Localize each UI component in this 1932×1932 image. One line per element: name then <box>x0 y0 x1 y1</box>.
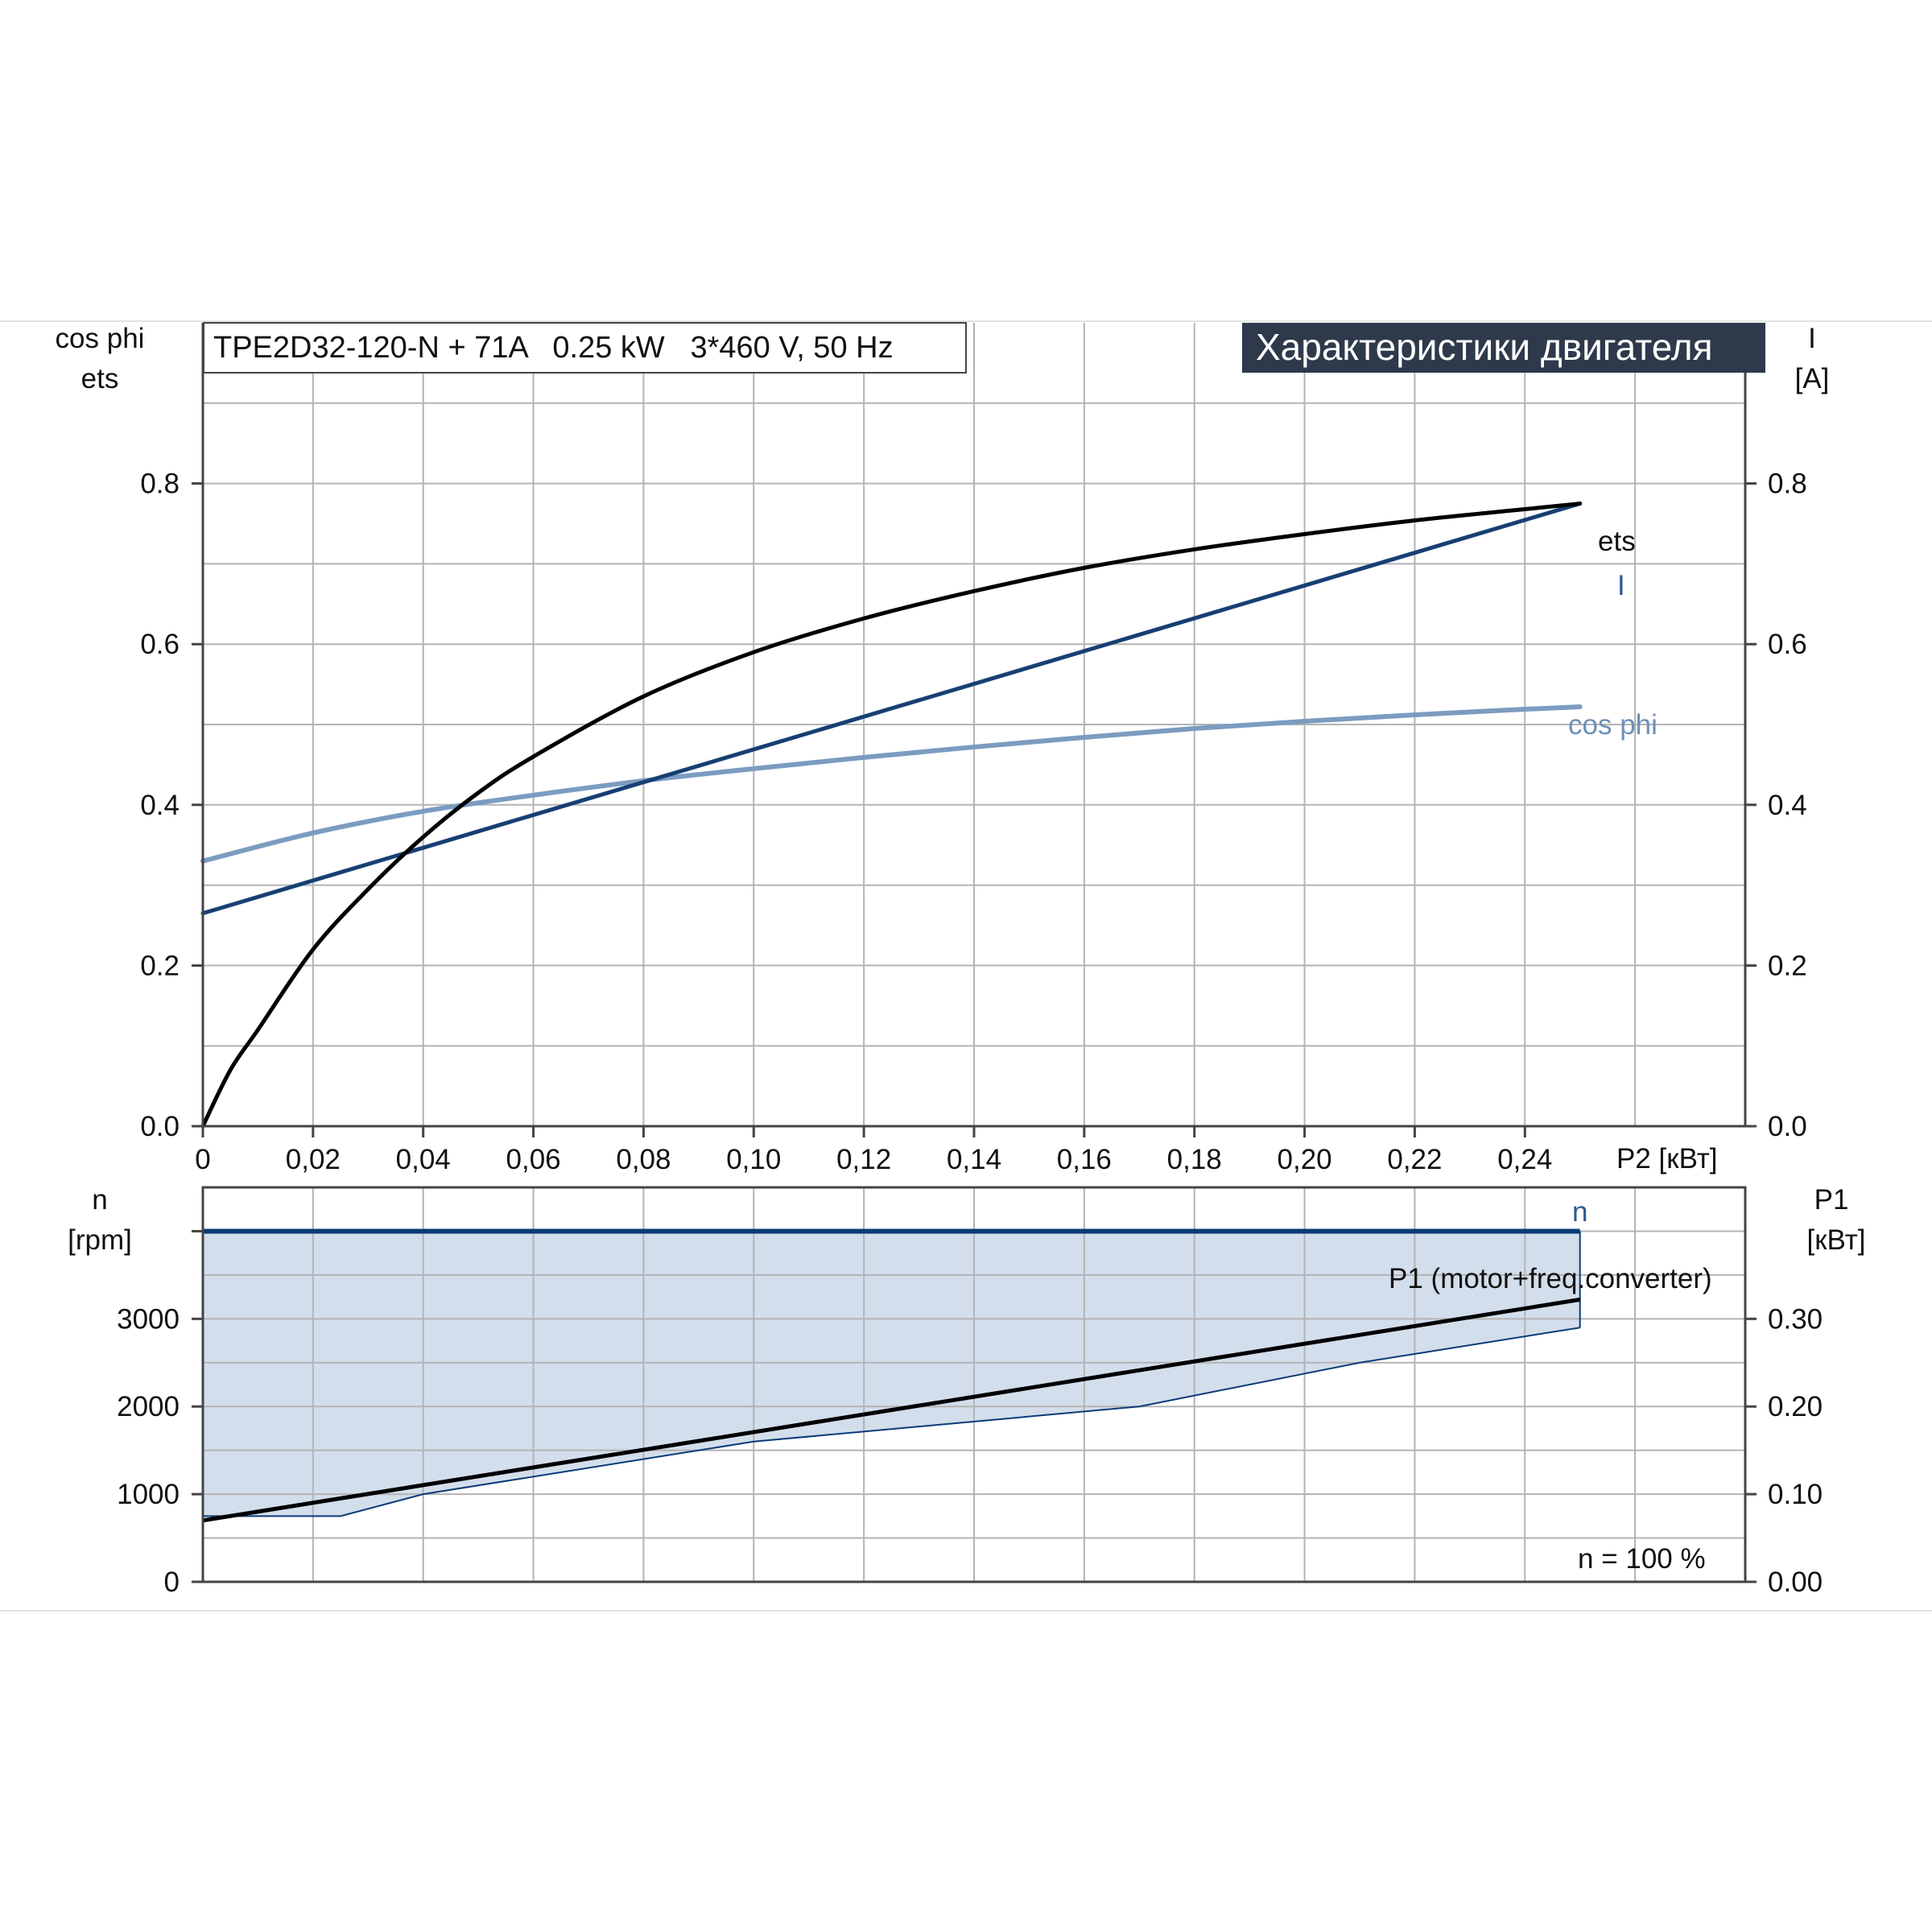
top-right-tick-label: 0.8 <box>1768 469 1807 500</box>
series-label-current: I <box>1617 570 1625 601</box>
x-tick-label: 0,08 <box>616 1144 671 1175</box>
bottom-right-axis-title-2: [кВт] <box>1807 1224 1866 1256</box>
bottom-right-tick-label: 0.10 <box>1768 1479 1823 1510</box>
bottom-right-axis-title-1: P1 <box>1814 1184 1849 1216</box>
top-left-tick-label: 0.8 <box>140 469 180 500</box>
x-tick-label: 0,12 <box>836 1144 891 1175</box>
ets-line <box>200 502 1583 1129</box>
top-left-tick-label: 0.6 <box>140 629 180 660</box>
top-right-tick-label: 0.2 <box>1768 950 1807 981</box>
x-tick-label: 0,14 <box>947 1144 1001 1175</box>
series-label-ets: ets <box>1598 526 1636 557</box>
x-tick-label: 0,02 <box>286 1144 341 1175</box>
bottom-grid <box>203 1187 1745 1582</box>
series-label-speed: n <box>1572 1196 1587 1228</box>
top-grid <box>203 323 1745 1126</box>
x-tick-label: 0,24 <box>1497 1144 1552 1175</box>
series-label-p1: P1 (motor+freq.converter) <box>1389 1263 1712 1294</box>
top-right-tick-label: 0.0 <box>1768 1111 1807 1142</box>
bottom-right-tick-label: 0.20 <box>1768 1391 1823 1422</box>
operating-area-fill <box>203 1231 1580 1517</box>
top-right-axis-title-2: [A] <box>1795 363 1830 394</box>
x-tick-label: 0 <box>195 1144 210 1175</box>
x-axis-label: P2 [кВт] <box>1616 1143 1718 1174</box>
bottom-left-tick-label: 1000 <box>117 1479 180 1510</box>
section-title-box <box>1242 323 1765 373</box>
p1-line <box>202 1297 1581 1523</box>
x-tick-label: 0,06 <box>506 1144 561 1175</box>
current-line <box>200 502 1583 916</box>
bottom-left-tick-label: 0 <box>164 1567 180 1598</box>
p1-lower-boundary-line <box>203 1327 1580 1517</box>
bottom-right-tick-label: 0.30 <box>1768 1303 1823 1335</box>
top-right-axis-title-1: I <box>1808 323 1816 354</box>
top-left-axis-title-1: cos phi <box>56 323 145 354</box>
bottom-left-axis-title-2: [rpm] <box>68 1224 132 1256</box>
series-label-cos-phi: cos phi <box>1568 709 1657 741</box>
model-title: TPE2D32-120-N + 71A 0.25 kW 3*460 V, 50 … <box>213 331 894 365</box>
x-tick-label: 0,22 <box>1387 1144 1442 1175</box>
cos-phi-line <box>200 704 1583 864</box>
top-right-tick-label: 0.4 <box>1768 790 1807 821</box>
top-right-tick-label: 0.6 <box>1768 629 1807 660</box>
x-tick-label: 0,18 <box>1167 1144 1222 1175</box>
tick-layer: 0.0 0.2 0.4 0.6 0.8 0.0 0.2 0.4 0.6 0.8 0 0,02 0,04 0… <box>117 469 1823 1598</box>
x-tick-label: 0,16 <box>1057 1144 1112 1175</box>
bottom-left-axis-title-1: n <box>92 1184 107 1216</box>
bottom-left-tick-label: 3000 <box>117 1303 180 1335</box>
top-left-axis-title-2: ets <box>81 363 119 394</box>
series-layer <box>200 502 1583 1523</box>
top-left-tick-label: 0.2 <box>140 950 180 981</box>
speed-annotation: n = 100 % <box>1578 1543 1706 1575</box>
model-box <box>203 322 967 374</box>
bottom-fill-layer <box>203 1231 1580 1517</box>
x-tick-label: 0,20 <box>1278 1144 1332 1175</box>
top-left-tick-label: 0.0 <box>140 1111 180 1142</box>
bottom-frame <box>201 1186 1747 1583</box>
bottom-right-tick-label: 0.00 <box>1768 1567 1823 1598</box>
x-tick-label: 0,10 <box>726 1144 781 1175</box>
bottom-left-tick-label: 2000 <box>117 1391 180 1422</box>
x-tick-label: 0,04 <box>396 1144 451 1175</box>
frame-layer <box>201 323 1747 1583</box>
top-left-tick-label: 0.4 <box>140 790 180 821</box>
section-title: Характеристики двигателя <box>1256 326 1713 368</box>
